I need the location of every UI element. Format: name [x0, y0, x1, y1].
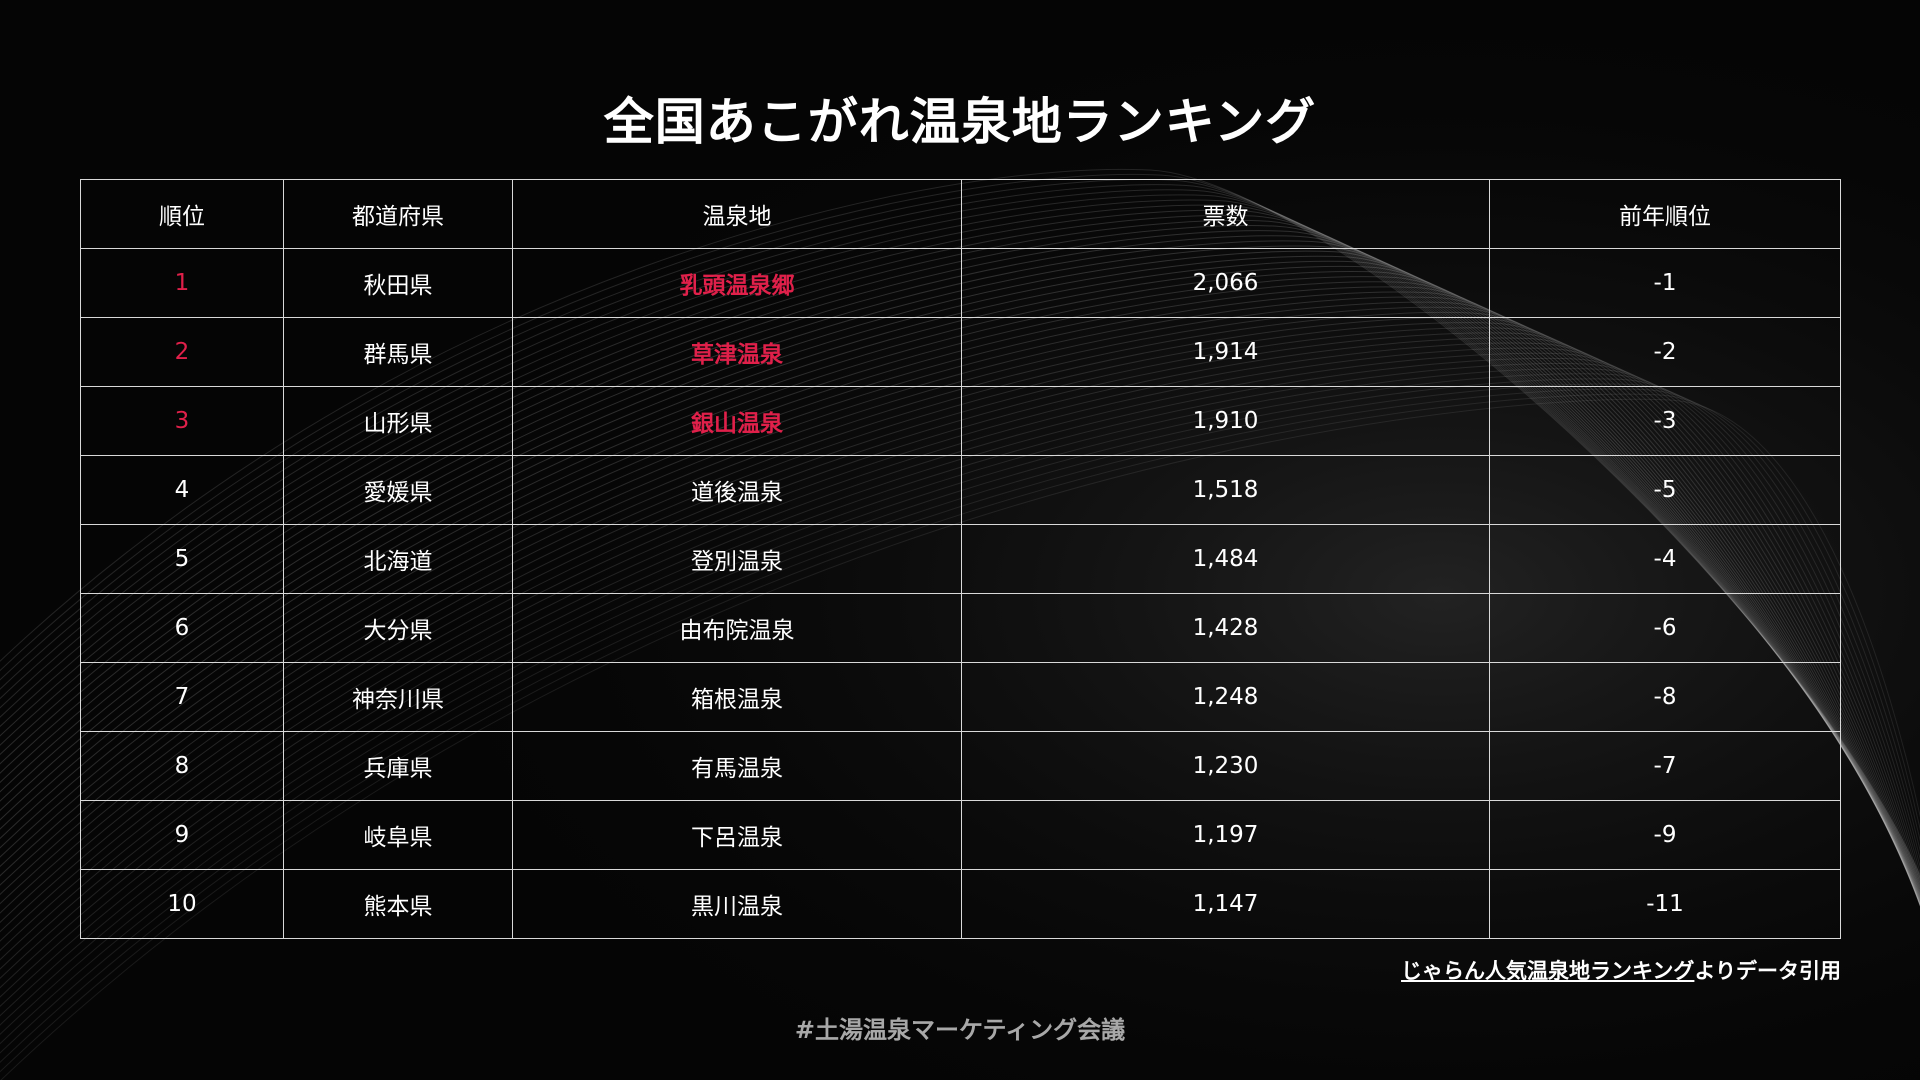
votes-cell: 2,066: [961, 248, 1490, 318]
table-row: 6 大分県 由布院温泉 1,428 -6: [80, 593, 1841, 663]
votes-cell: 1,248: [961, 662, 1490, 732]
previous-rank-cell: -8: [1489, 662, 1841, 732]
onsen-cell: 道後温泉: [512, 455, 962, 525]
table-row: 10 熊本県 黒川温泉 1,147 -11: [80, 869, 1841, 939]
votes-cell: 1,910: [961, 386, 1490, 456]
prefecture-cell: 北海道: [283, 524, 513, 594]
header-votes: 票数: [961, 179, 1490, 249]
votes-cell: 1,518: [961, 455, 1490, 525]
rank-cell: 8: [80, 731, 284, 801]
header-prefecture: 都道府県: [283, 179, 513, 249]
previous-rank-cell: -7: [1489, 731, 1841, 801]
rank-cell: 6: [80, 593, 284, 663]
previous-rank-cell: -2: [1489, 317, 1841, 387]
prefecture-cell: 岐阜県: [283, 800, 513, 870]
rank-cell: 2: [80, 317, 284, 387]
votes-cell: 1,147: [961, 869, 1490, 939]
source-link[interactable]: じゃらん人気温泉地ランキング: [1401, 959, 1695, 983]
prefecture-cell: 山形県: [283, 386, 513, 456]
table-row: 7 神奈川県 箱根温泉 1,248 -8: [80, 662, 1841, 732]
previous-rank-cell: -4: [1489, 524, 1841, 594]
table-row: 4 愛媛県 道後温泉 1,518 -5: [80, 455, 1841, 525]
source-suffix: よりデータ引用: [1694, 959, 1841, 983]
rank-cell: 7: [80, 662, 284, 732]
rank-cell: 9: [80, 800, 284, 870]
table-row: 2 群馬県 草津温泉 1,914 -2: [80, 317, 1841, 387]
header-rank: 順位: [80, 179, 284, 249]
previous-rank-cell: -6: [1489, 593, 1841, 663]
table-row: 1 秋田県 乳頭温泉郷 2,066 -1: [80, 248, 1841, 318]
table-row: 5 北海道 登別温泉 1,484 -4: [80, 524, 1841, 594]
votes-cell: 1,197: [961, 800, 1490, 870]
rank-cell: 5: [80, 524, 284, 594]
onsen-cell: 乳頭温泉郷: [512, 248, 962, 318]
page-title: 全国あこがれ温泉地ランキング: [603, 93, 1317, 151]
onsen-cell: 黒川温泉: [512, 869, 962, 939]
table-row: 8 兵庫県 有馬温泉 1,230 -7: [80, 731, 1841, 801]
prefecture-cell: 大分県: [283, 593, 513, 663]
votes-cell: 1,484: [961, 524, 1490, 594]
prefecture-cell: 神奈川県: [283, 662, 513, 732]
onsen-cell: 銀山温泉: [512, 386, 962, 456]
header-previous-rank: 前年順位: [1489, 179, 1841, 249]
prefecture-cell: 秋田県: [283, 248, 513, 318]
source-citation: じゃらん人気温泉地ランキングよりデータ引用: [1401, 955, 1841, 985]
table-row: 9 岐阜県 下呂温泉 1,197 -9: [80, 800, 1841, 870]
prefecture-cell: 兵庫県: [283, 731, 513, 801]
previous-rank-cell: -1: [1489, 248, 1841, 318]
header-onsen: 温泉地: [512, 179, 962, 249]
table-row: 3 山形県 銀山温泉 1,910 -3: [80, 386, 1841, 456]
onsen-cell: 箱根温泉: [512, 662, 962, 732]
previous-rank-cell: -9: [1489, 800, 1841, 870]
votes-cell: 1,428: [961, 593, 1490, 663]
votes-cell: 1,914: [961, 317, 1490, 387]
onsen-cell: 有馬温泉: [512, 731, 962, 801]
onsen-cell: 由布院温泉: [512, 593, 962, 663]
onsen-cell: 草津温泉: [512, 317, 962, 387]
rank-cell: 3: [80, 386, 284, 456]
rank-cell: 10: [80, 869, 284, 939]
rank-cell: 4: [80, 455, 284, 525]
footer-hashtag: #土湯温泉マーケティング会議: [794, 1016, 1126, 1044]
ranking-table: 順位 都道府県 温泉地 票数 前年順位 1 秋田県 乳頭温泉郷 2,066 -1 2 群馬県…: [80, 179, 1841, 939]
prefecture-cell: 群馬県: [283, 317, 513, 387]
rank-cell: 1: [80, 248, 284, 318]
prefecture-cell: 熊本県: [283, 869, 513, 939]
table-header-row: 順位 都道府県 温泉地 票数 前年順位: [80, 179, 1841, 249]
previous-rank-cell: -11: [1489, 869, 1841, 939]
votes-cell: 1,230: [961, 731, 1490, 801]
prefecture-cell: 愛媛県: [283, 455, 513, 525]
onsen-cell: 登別温泉: [512, 524, 962, 594]
onsen-cell: 下呂温泉: [512, 800, 962, 870]
previous-rank-cell: -3: [1489, 386, 1841, 456]
previous-rank-cell: -5: [1489, 455, 1841, 525]
